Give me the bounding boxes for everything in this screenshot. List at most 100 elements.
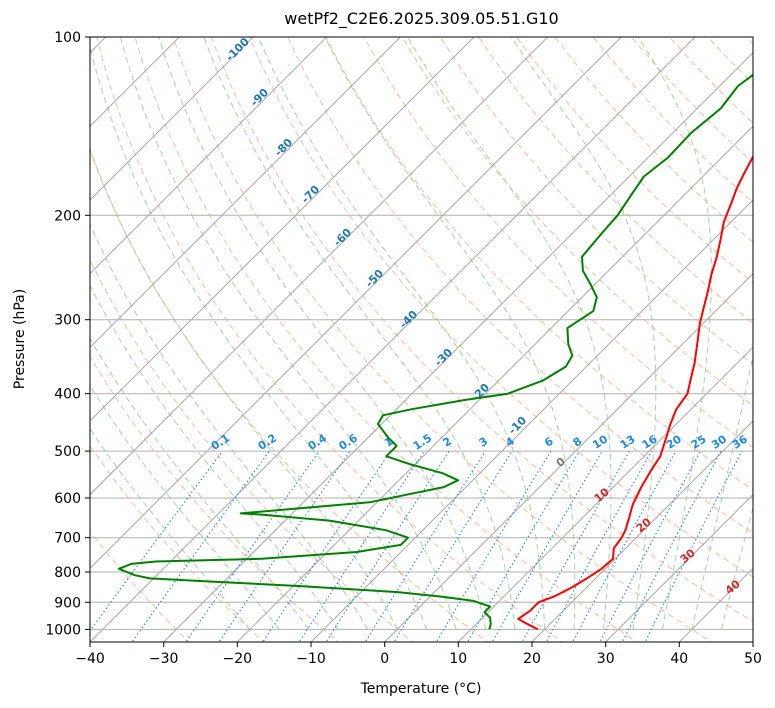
profile-series	[118, 73, 753, 631]
mixing-ratio-line	[298, 450, 425, 642]
moist-adiabat-line	[119, 37, 457, 630]
mixing-ratio-line	[393, 450, 513, 642]
x-tick-label: 30	[597, 651, 615, 667]
dry-adiabat-label: -90	[248, 86, 271, 109]
isotherm-line	[90, 37, 549, 496]
x-tick-label: 20	[523, 651, 541, 667]
mixing-ratio-label: 30	[709, 432, 729, 451]
isotherm-line	[236, 125, 753, 642]
dry-adiabat-label: -10	[506, 414, 529, 437]
moist-adiabat-line	[510, 37, 657, 630]
dewpoint-line	[118, 73, 753, 630]
isotherm-line	[90, 37, 328, 275]
dry-adiabat-line	[90, 258, 414, 642]
y-tick-label: 500	[54, 444, 81, 460]
moist-adiabat-line	[720, 505, 753, 630]
mixing-ratio-line	[131, 450, 270, 642]
moist-adiabat-line	[158, 37, 487, 630]
x-tick-label: 0	[380, 651, 389, 667]
axes: −40 −30 −20 −10 0 10 20 30 40 5010020030040050060…	[45, 30, 762, 667]
dry-adiabat-line	[172, 37, 713, 642]
dry-adiabat-line	[249, 37, 753, 578]
isotherm-line	[90, 37, 402, 349]
mixing-ratio-line	[325, 450, 450, 642]
moist-adiabat-line	[203, 37, 516, 630]
x-axis-label: Temperature (°C)	[360, 681, 482, 697]
dry-adiabat-line	[325, 37, 753, 491]
y-tick-label: 300	[54, 313, 81, 329]
plot-frame	[89, 36, 754, 643]
moist-adiabat-line	[407, 37, 612, 630]
moist-adiabat-line	[90, 147, 398, 630]
mixing-ratio-label: 1.5	[411, 431, 434, 453]
dry-adiabat-line	[745, 37, 753, 45]
temperature-line	[517, 154, 753, 631]
moist-adiabat-label: 40	[723, 577, 743, 597]
mixing-ratio-line	[218, 450, 351, 642]
dry-adiabat-label: -20	[469, 381, 492, 404]
isotherm-line	[162, 51, 753, 642]
y-tick-label: 100	[54, 30, 81, 46]
chart-title: wetPf2_C2E6.2025.309.05.51.G10	[284, 9, 559, 28]
dry-adiabat-label: -30	[432, 346, 455, 369]
y-tick-label: 900	[54, 595, 81, 611]
mixing-ratio-label: 0.1	[209, 431, 232, 453]
moist-adiabat-line	[324, 37, 576, 630]
y-tick-label: 1000	[45, 622, 81, 638]
x-tick-label: −30	[149, 651, 179, 667]
x-tick-label: −40	[75, 651, 105, 667]
isotherm-line	[90, 37, 181, 128]
moist-adiabat-line	[90, 44, 428, 630]
background-lines	[90, 37, 753, 642]
isotherm-line	[310, 199, 753, 642]
mixing-ratio-line	[90, 450, 223, 632]
mixing-ratio-label: 10	[590, 432, 610, 451]
x-tick-label: −10	[296, 651, 326, 667]
mixing-ratio-label: 16	[640, 432, 660, 451]
dry-adiabat-line	[554, 37, 753, 243]
dry-adiabat-label: -60	[331, 226, 354, 249]
dry-adiabat-line	[478, 37, 753, 324]
mixing-ratio-label: 6	[542, 434, 556, 449]
reference-line-labels: 0.1 0.2 0.4 0.6 1 1.5 2 3 4 6 8 10 13 16 20 25 30 36-100-…	[209, 35, 750, 597]
dry-adiabat-line	[401, 37, 753, 406]
isotherm-line	[90, 37, 696, 642]
dry-adiabat-line	[90, 531, 190, 642]
isotherm-line	[90, 37, 475, 422]
moist-adiabat-label: 30	[678, 546, 698, 566]
mixing-ratio-line	[599, 450, 701, 642]
mixing-ratio-line	[644, 450, 743, 642]
mixing-ratio-line	[262, 450, 392, 642]
dry-adiabat-line	[439, 37, 753, 365]
dry-adiabat-label: -70	[299, 183, 322, 206]
x-tick-label: 40	[670, 651, 688, 667]
mixing-ratio-line	[621, 450, 722, 642]
dry-adiabat-label: -40	[397, 308, 420, 331]
isotherm-line	[752, 641, 753, 642]
isotherm-line	[531, 420, 753, 642]
dry-adiabat-label: -80	[272, 136, 295, 159]
mixing-ratio-line	[364, 450, 486, 642]
y-tick-label: 700	[54, 531, 81, 547]
x-tick-label: 50	[744, 651, 762, 667]
mixing-ratio-label: 3	[477, 435, 491, 450]
isotherm-line	[90, 37, 254, 201]
mixing-ratio-label: 2	[441, 435, 455, 450]
moist-adiabat-line	[90, 384, 280, 630]
mixing-ratio-label: 0.2	[256, 431, 279, 453]
moist-adiabat-label: 10	[592, 485, 612, 505]
dry-adiabat-label: -100	[223, 35, 252, 64]
mixing-ratio-label: 25	[689, 433, 709, 452]
y-tick-label: 800	[54, 565, 81, 581]
y-tick-label: 600	[54, 491, 81, 507]
isotherm-line	[457, 346, 753, 642]
dry-adiabat-line	[287, 37, 753, 534]
moist-adiabat-line	[257, 37, 546, 630]
dry-adiabat-line	[707, 37, 753, 85]
dry-adiabat-label: -50	[363, 267, 386, 290]
moist-adiabat-line	[90, 337, 310, 630]
mixing-ratio-label: 0.4	[306, 431, 330, 453]
y-tick-label: 400	[54, 387, 81, 403]
y-axis-label: Pressure (hPa)	[12, 289, 28, 389]
